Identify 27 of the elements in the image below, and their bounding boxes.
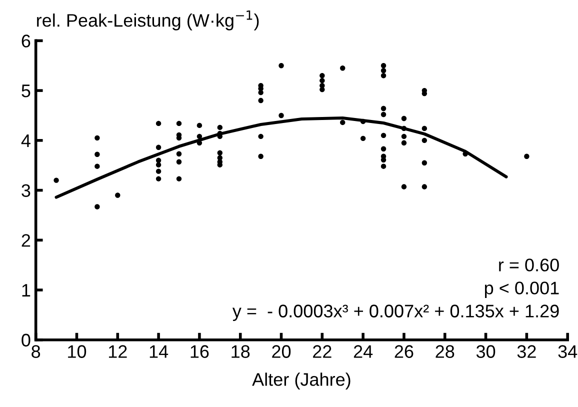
x-tick-label: 24 [354,345,373,358]
x-tick-label: 32 [517,345,536,358]
x-tick-label: 30 [476,345,496,358]
x-tick-label: 20 [272,345,291,358]
y-tick-label: 5 [22,84,30,98]
x-tick-label: 16 [190,345,209,358]
x-tick-label: 12 [108,345,127,358]
y-tick-label: 6 [22,34,30,48]
annotation: y = - 0.0003x³ + 0.007x² + 0.135x + 1.29 [232,304,559,322]
x-tick-label: 18 [232,345,250,358]
x-tick-label: 14 [150,345,168,358]
annotation: r = 0.60 [499,258,559,272]
y-tick-label: 2 [22,234,30,247]
y-tick-label: 0 [22,334,30,347]
x-tick-label: 10 [68,345,86,358]
line-series [54,116,508,199]
x-tick-label: 34 [558,345,578,358]
annotation: p < 0.001 [484,282,559,298]
x-tick-label: 26 [394,345,414,358]
x-tick-label: 22 [313,345,332,358]
x-axis-title: Alter (Jahre) [252,372,350,390]
y-axis-title: rel. Peak-Leistung (W·kg$^{−1}$) [37,10,259,30]
y-tick-label: 3 [22,184,30,197]
x-tick-label: 8 [32,345,40,358]
y-tick-label: 4 [21,134,30,147]
y-tick-label: 1 [22,284,30,297]
x-tick-label: 28 [436,345,454,358]
